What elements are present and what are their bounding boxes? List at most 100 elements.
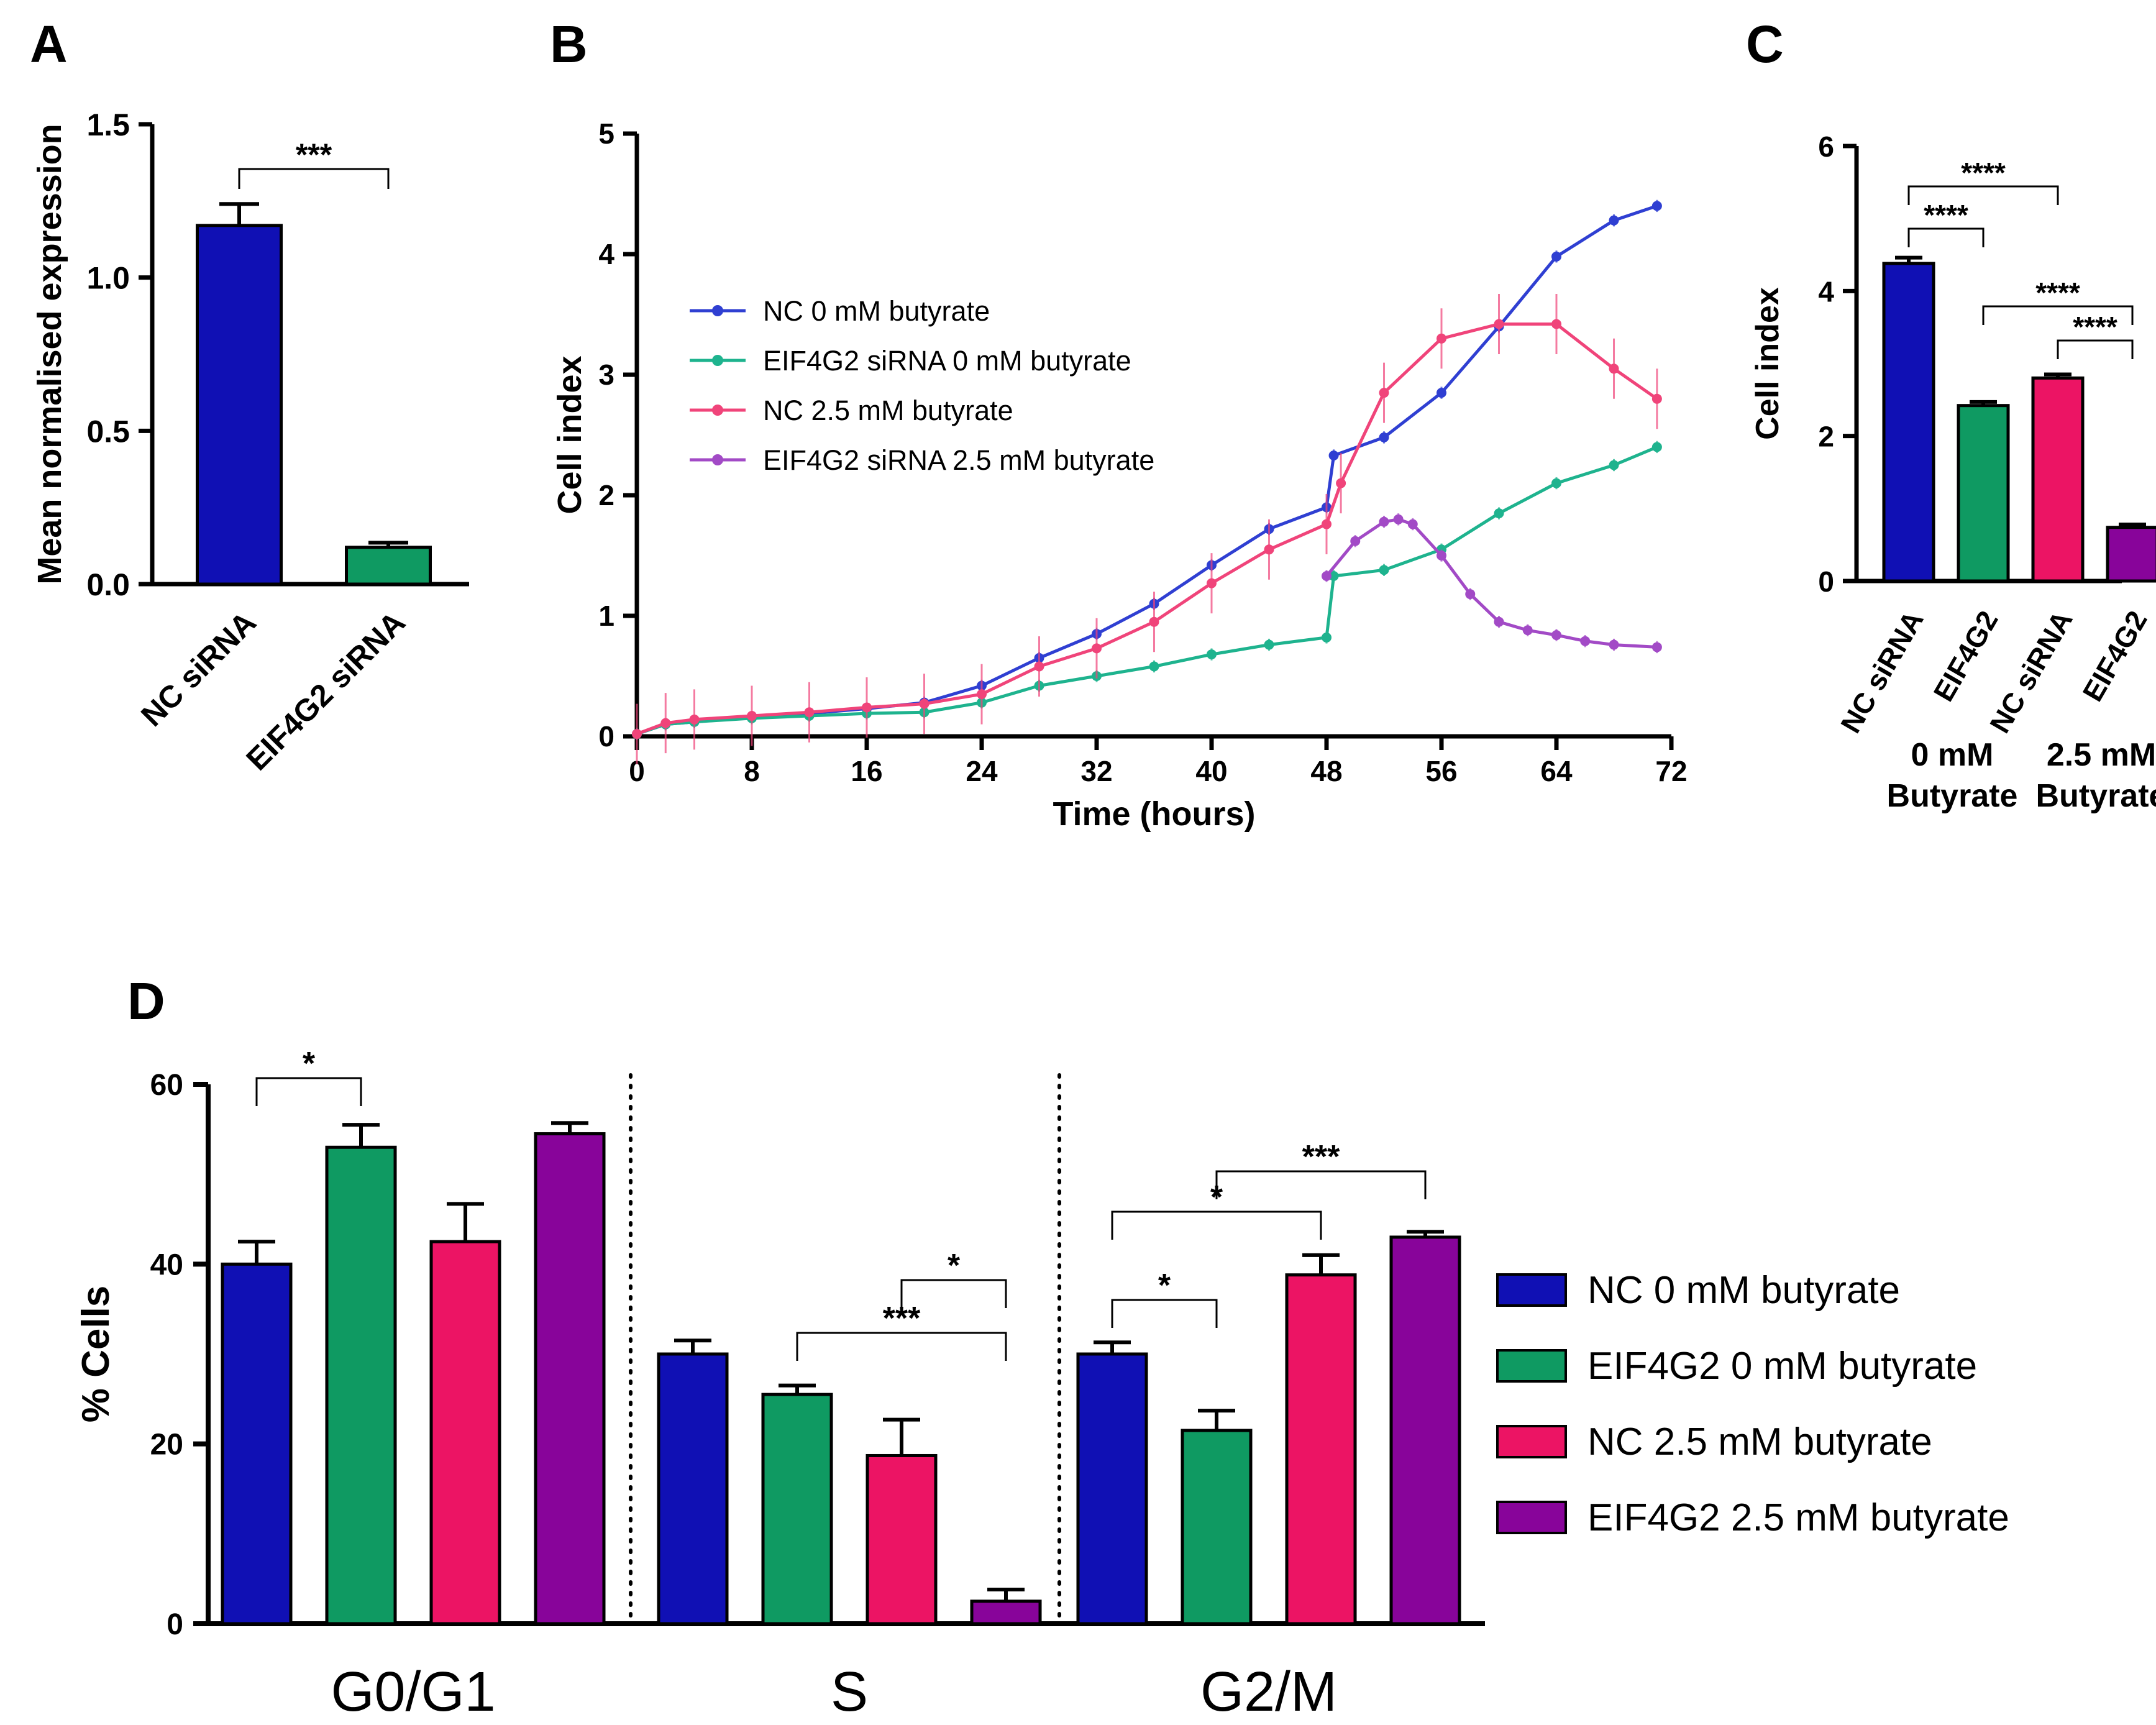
b-series-3-point-3	[1393, 514, 1404, 524]
b-legend-marker-0	[712, 305, 723, 316]
c-group-label-0-line2: Butyrate	[1887, 778, 2018, 814]
b-series-0-point-18	[1551, 251, 1561, 262]
b-series-1-point-11	[1207, 649, 1217, 660]
b-series-line-2	[636, 323, 1658, 736]
a-bar-0	[196, 224, 283, 586]
b-ytick-label-5: 5	[598, 117, 614, 150]
c-xtick-label-3: EIF4G2	[2076, 605, 2153, 707]
b-xtick-label-9: 72	[1655, 755, 1687, 787]
b-series-1-point-12	[1264, 639, 1274, 650]
b-series-2-point-15	[1379, 388, 1389, 398]
d-errbar-2-0	[1094, 1340, 1131, 1354]
d-errbar-1-0	[674, 1338, 711, 1354]
d-bar-0-2	[429, 1240, 501, 1626]
d-bar-1-1	[761, 1393, 833, 1626]
b-series-1-point-14	[1328, 570, 1339, 581]
b-legend-label-1: EIF4G2 siRNA 0 mM butyrate	[763, 345, 1131, 377]
b-series-3-point-7	[1494, 616, 1504, 627]
a-ytick-label-3: 1.5	[86, 108, 130, 142]
a-errbar-0	[219, 202, 259, 226]
d-bar-2-0	[1076, 1352, 1148, 1626]
b-series-3-point-6	[1465, 589, 1476, 600]
c-bar-3	[2106, 526, 2156, 583]
b-series-2-point-5	[862, 702, 872, 713]
b-series-2-point-17	[1494, 319, 1504, 329]
b-series-3-point-11	[1609, 639, 1619, 650]
b-series-2-point-10	[1149, 616, 1159, 627]
c-errbar-1	[1970, 400, 1997, 406]
chart-d: 0 20 40 60 % Cells G0/G1 S G2/M NC 0 mM butyrate…	[75, 1046, 2009, 1723]
c-errbar-3	[2119, 523, 2146, 528]
panel-label-c: C	[1746, 15, 1784, 73]
d-sig-2-bracket	[900, 1279, 1007, 1308]
c-ytick-label-1: 2	[1818, 421, 1834, 453]
b-series-1-point-18	[1551, 478, 1561, 488]
b-xtick-label-8: 64	[1540, 755, 1573, 787]
c-bar-1	[1957, 404, 2010, 583]
c-sig-3-label: ****	[2073, 311, 2117, 343]
b-legend-label-3: EIF4G2 siRNA 2.5 mM butyrate	[763, 444, 1154, 476]
b-series-0-point-15	[1379, 432, 1389, 442]
panel-label-d: D	[127, 972, 165, 1030]
d-sig-0-label: *	[303, 1046, 316, 1082]
b-series-2-point-16	[1437, 333, 1446, 344]
d-legend-swatch-3	[1496, 1501, 1567, 1534]
c-sig-2-bracket	[1982, 305, 2134, 325]
b-ytick-label-2: 2	[598, 479, 614, 511]
d-legend-label-3: EIF4G2 2.5 mM butyrate	[1587, 1496, 2009, 1539]
d-errbar-2-3	[1407, 1230, 1444, 1237]
b-legend-label-2: NC 2.5 mM butyrate	[763, 395, 1013, 426]
panel-label-b: B	[550, 15, 588, 73]
b-series-2-point-3	[747, 711, 757, 721]
a-ytick-label-1: 0.5	[86, 414, 130, 449]
b-series-3-point-1	[1350, 536, 1361, 546]
b-xtick-label-3: 24	[966, 755, 998, 787]
c-xtick-label-1: EIF4G2	[1927, 605, 2004, 707]
b-legend-label-0: NC 0 mM butyrate	[763, 295, 990, 327]
b-xtick-label-2: 16	[851, 755, 882, 787]
c-xtick-label-0: NC siRNA	[1834, 605, 1930, 738]
b-series-2-point-8	[1034, 661, 1044, 672]
d-errbar-1-2	[883, 1417, 920, 1456]
b-series-3-point-4	[1407, 519, 1418, 529]
b-legend-marker-1	[712, 355, 723, 366]
b-y-label: Cell index	[551, 355, 588, 514]
c-bar-0	[1882, 262, 1935, 583]
b-series-2-point-9	[1092, 643, 1102, 654]
b-series-1-point-17	[1494, 508, 1504, 519]
b-series-2-point-20	[1651, 393, 1662, 404]
c-sig-1-label: ****	[1924, 199, 1968, 231]
b-series-2-point-13	[1322, 519, 1332, 529]
b-ytick-label-1: 1	[598, 600, 614, 632]
c-group-label-0-line1: 0 mM	[1911, 737, 1994, 773]
b-series-3-point-0	[1322, 570, 1332, 581]
b-legend-marker-2	[712, 405, 723, 416]
b-legend-marker-3	[712, 454, 723, 465]
d-xtick-label-1: S	[831, 1661, 868, 1723]
a-bar-1	[345, 546, 432, 586]
b-series-2-point-14	[1336, 478, 1346, 488]
d-errbar-0-1	[342, 1123, 380, 1148]
b-series-1-point-13	[1322, 632, 1332, 643]
d-legend-swatch-1	[1496, 1349, 1567, 1383]
d-errbar-2-2	[1302, 1253, 1340, 1275]
d-sig-4-label: ***	[1302, 1139, 1340, 1175]
b-series-3-point-8	[1522, 625, 1533, 636]
d-errbar-1-1	[779, 1383, 816, 1395]
b-xtick-label-6: 48	[1310, 755, 1342, 787]
d-bar-2-2	[1285, 1273, 1357, 1626]
b-series-3-point-12	[1651, 642, 1662, 652]
c-y-label: Cell index	[1750, 287, 1786, 440]
b-series-2-point-6	[919, 698, 930, 709]
c-group-label-1-line2: Butyrate	[2036, 778, 2156, 814]
c-sig-0-label: ****	[1961, 157, 2006, 189]
c-sig-3-bracket	[2057, 339, 2134, 359]
d-legend-swatch-0	[1496, 1273, 1567, 1307]
a-xtick-label-1: EIF4G2 siRNA	[239, 605, 411, 777]
d-legend-swatch-2	[1496, 1425, 1567, 1458]
d-ytick-label-1: 20	[150, 1429, 183, 1462]
b-series-1-point-15	[1379, 565, 1389, 575]
c-bar-2	[2031, 376, 2085, 583]
d-bar-1-3	[970, 1599, 1042, 1626]
